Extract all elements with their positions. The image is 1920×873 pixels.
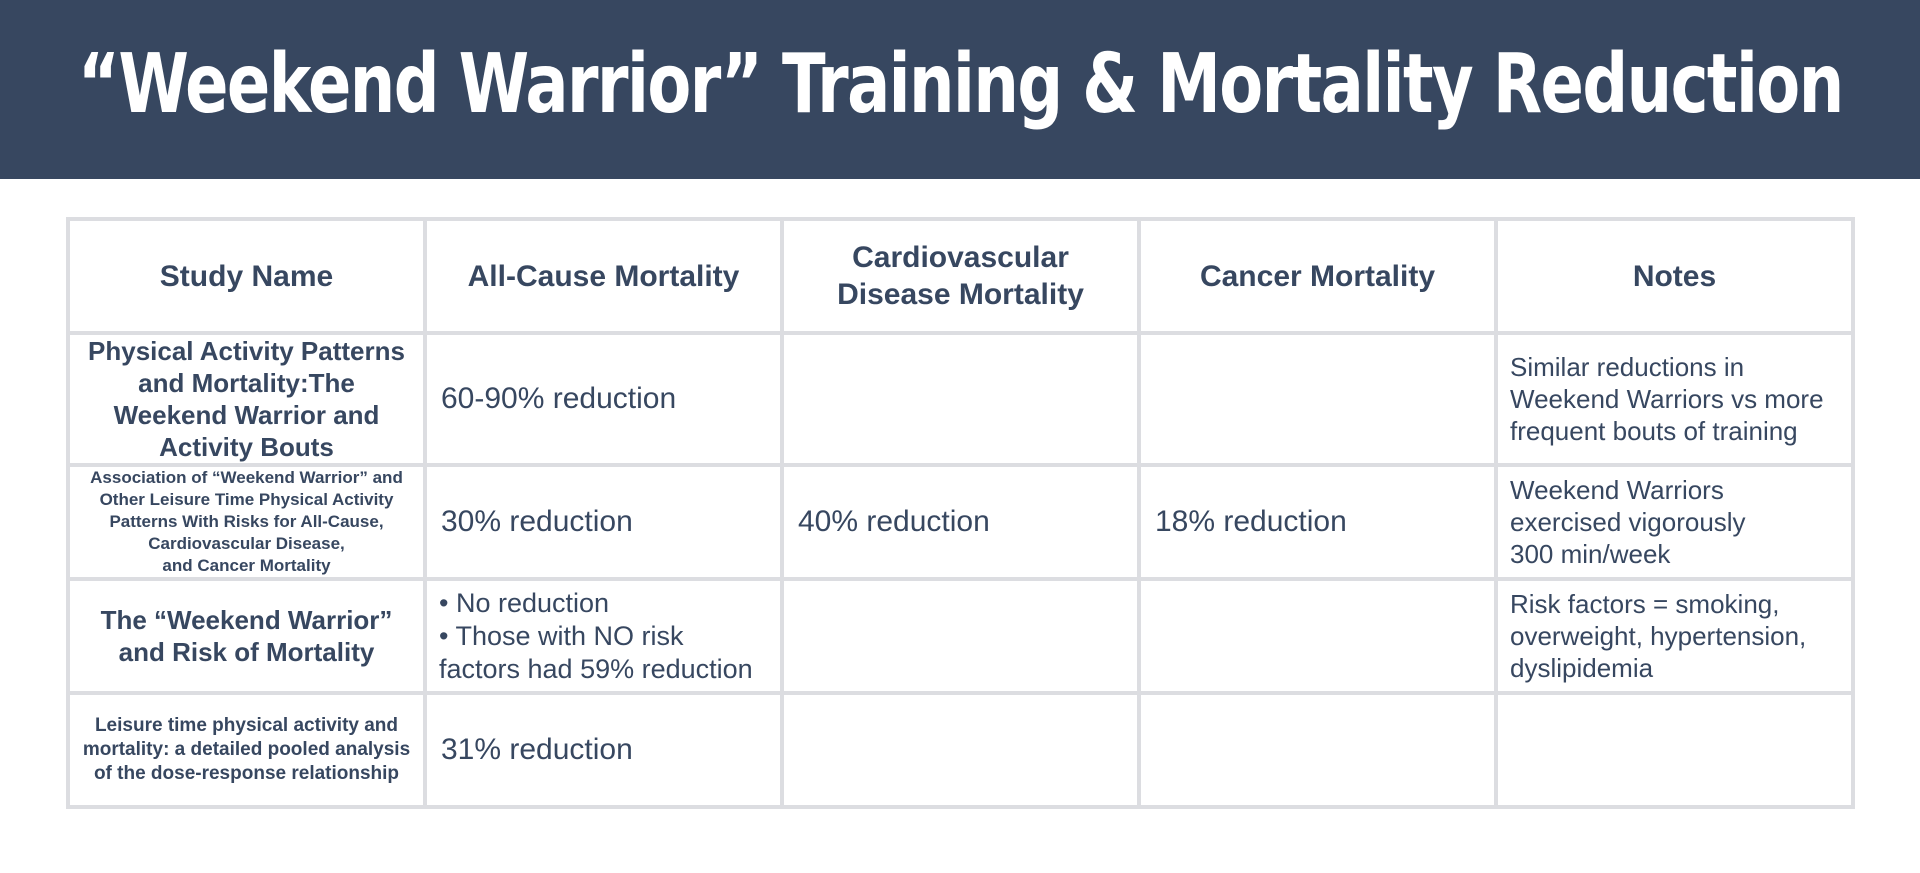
table-row: Association of “Weekend Warrior” and Oth… <box>66 463 1855 581</box>
table-header-row: Study Name All-Cause Mortality Cardiovas… <box>66 217 1855 335</box>
bullet-item: • Those with NO risk factors had 59% red… <box>439 620 753 684</box>
header-all-cause: All-Cause Mortality <box>423 217 784 335</box>
study-table: Study Name All-Cause Mortality Cardiovas… <box>66 217 1855 809</box>
all-cause-cell: 30% reduction <box>423 463 784 581</box>
page-title: “Weekend Warrior” Training & Mortality R… <box>77 36 1844 132</box>
cancer-cell <box>1137 691 1498 809</box>
study-name-line: Other Leisure Time Physical Activity <box>99 490 394 509</box>
header-notes: Notes <box>1494 217 1855 335</box>
table-row: Physical Activity Patterns and Mortality… <box>66 331 1855 467</box>
header-cvd: Cardiovascular Disease Mortality <box>780 217 1141 335</box>
header-cancer: Cancer Mortality <box>1137 217 1498 335</box>
notes-line: 300 min/week <box>1510 539 1671 569</box>
cancer-cell <box>1137 577 1498 695</box>
study-name-line: and Cancer Mortality <box>162 556 331 575</box>
table-row: The “Weekend Warrior” and Risk of Mortal… <box>66 577 1855 695</box>
cvd-cell <box>780 331 1141 467</box>
title-banner: “Weekend Warrior” Training & Mortality R… <box>0 0 1920 179</box>
cvd-cell: 40% reduction <box>780 463 1141 581</box>
study-name-line: Patterns With Risks for All-Cause, <box>109 512 384 531</box>
notes-line: exercised vigorously <box>1510 507 1746 537</box>
cvd-cell <box>780 691 1141 809</box>
study-name-cell: Association of “Weekend Warrior” and Oth… <box>66 463 427 581</box>
study-table-container: Study Name All-Cause Mortality Cardiovas… <box>66 217 1855 809</box>
cvd-cell <box>780 577 1141 695</box>
study-name-cell: Physical Activity Patterns and Mortality… <box>66 331 427 467</box>
cancer-cell: 18% reduction <box>1137 463 1498 581</box>
all-cause-cell: 60-90% reduction <box>423 331 784 467</box>
study-name-cell: Leisure time physical activity and morta… <box>66 691 427 809</box>
all-cause-cell: 31% reduction <box>423 691 784 809</box>
bullet-item: • No reduction <box>439 587 610 618</box>
notes-line: Weekend Warriors <box>1510 475 1724 505</box>
all-cause-cell: • No reduction • Those with NO risk fact… <box>423 577 784 695</box>
notes-cell <box>1494 691 1855 809</box>
notes-cell: Similar reductions in Weekend Warriors v… <box>1494 331 1855 467</box>
header-study-name: Study Name <box>66 217 427 335</box>
study-name-cell: The “Weekend Warrior” and Risk of Mortal… <box>66 577 427 695</box>
study-name-line: Association of “Weekend Warrior” and <box>90 468 403 487</box>
notes-cell: Weekend Warriors exercised vigorously 30… <box>1494 463 1855 581</box>
study-name-line: Cardiovascular Disease, <box>148 534 345 553</box>
notes-cell: Risk factors = smoking, overweight, hype… <box>1494 577 1855 695</box>
table-row: Leisure time physical activity and morta… <box>66 691 1855 809</box>
cancer-cell <box>1137 331 1498 467</box>
